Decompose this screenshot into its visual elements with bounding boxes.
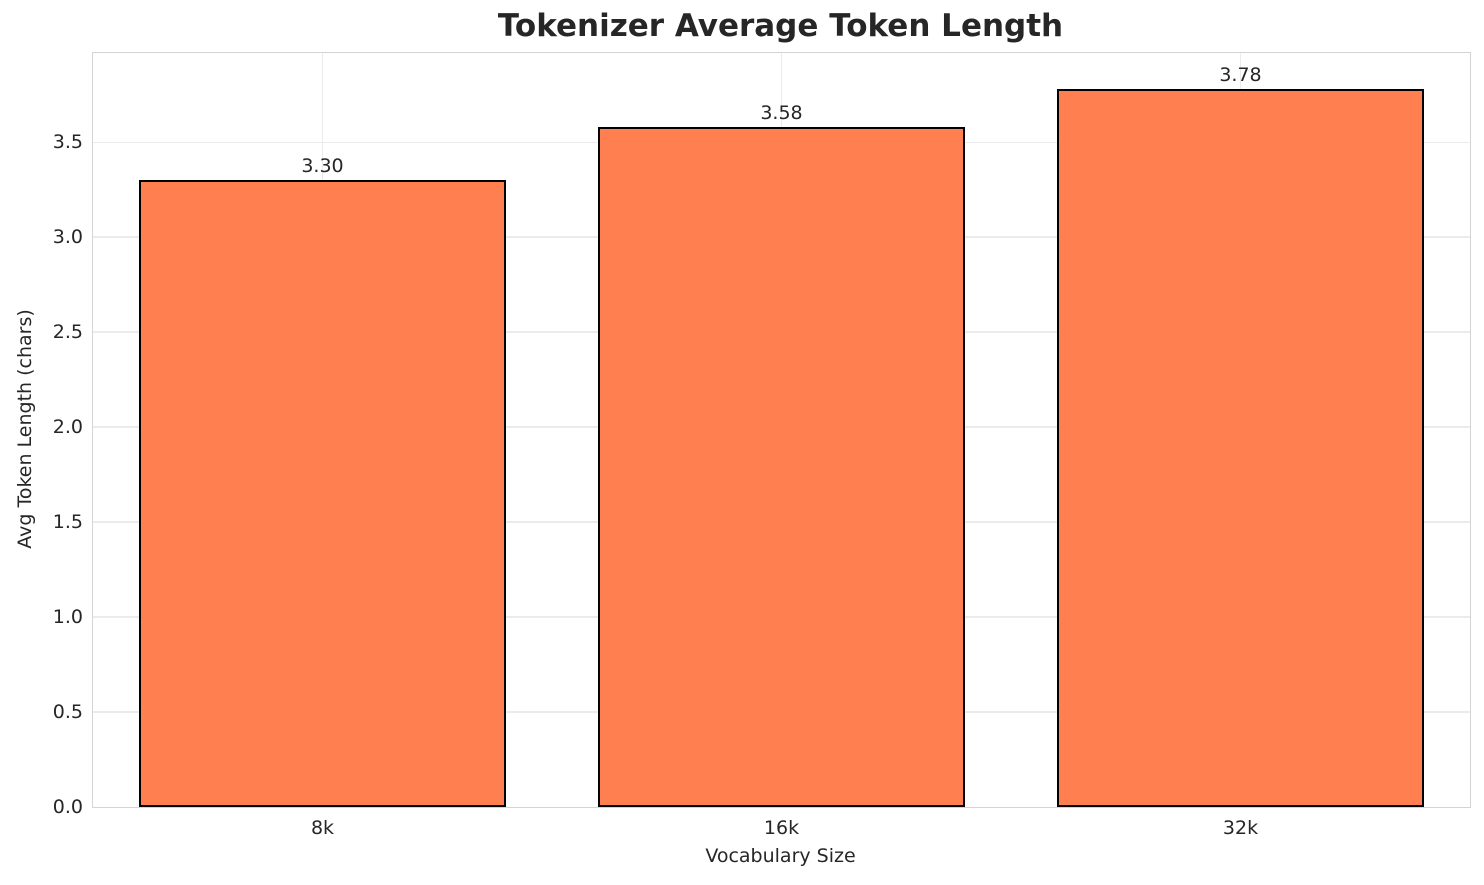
bar-32k <box>1056 89 1425 807</box>
y-tick-label: 1.0 <box>52 606 83 629</box>
bar-value-label: 3.30 <box>301 155 344 178</box>
x-axis-label: Vocabulary Size <box>705 845 856 867</box>
x-tick-label: 8k <box>310 817 335 839</box>
y-tick-label: 2.5 <box>52 321 83 344</box>
y-tick-label: 0.5 <box>52 701 83 724</box>
bar-8k <box>138 180 507 807</box>
y-tick-label: 3.0 <box>52 226 83 249</box>
bar-value-label: 3.78 <box>1219 64 1262 87</box>
chart-title: Tokenizer Average Token Length <box>497 8 1064 44</box>
y-tick-label: 0.0 <box>52 796 83 818</box>
x-tick-label: 16k <box>763 817 800 839</box>
y-tick-label: 1.5 <box>52 511 83 534</box>
x-tick-label: 32k <box>1222 817 1259 839</box>
y-tick-label: 3.5 <box>52 131 83 154</box>
y-tick-label: 2.0 <box>52 416 83 439</box>
bar-16k <box>597 127 966 807</box>
bar-value-label: 3.58 <box>760 102 803 125</box>
plot-area: 0.0 0.5 1.0 1.5 2.0 2.5 3.0 3.5 3.30 8k 3.58 16k 3.7… <box>53 52 1471 839</box>
